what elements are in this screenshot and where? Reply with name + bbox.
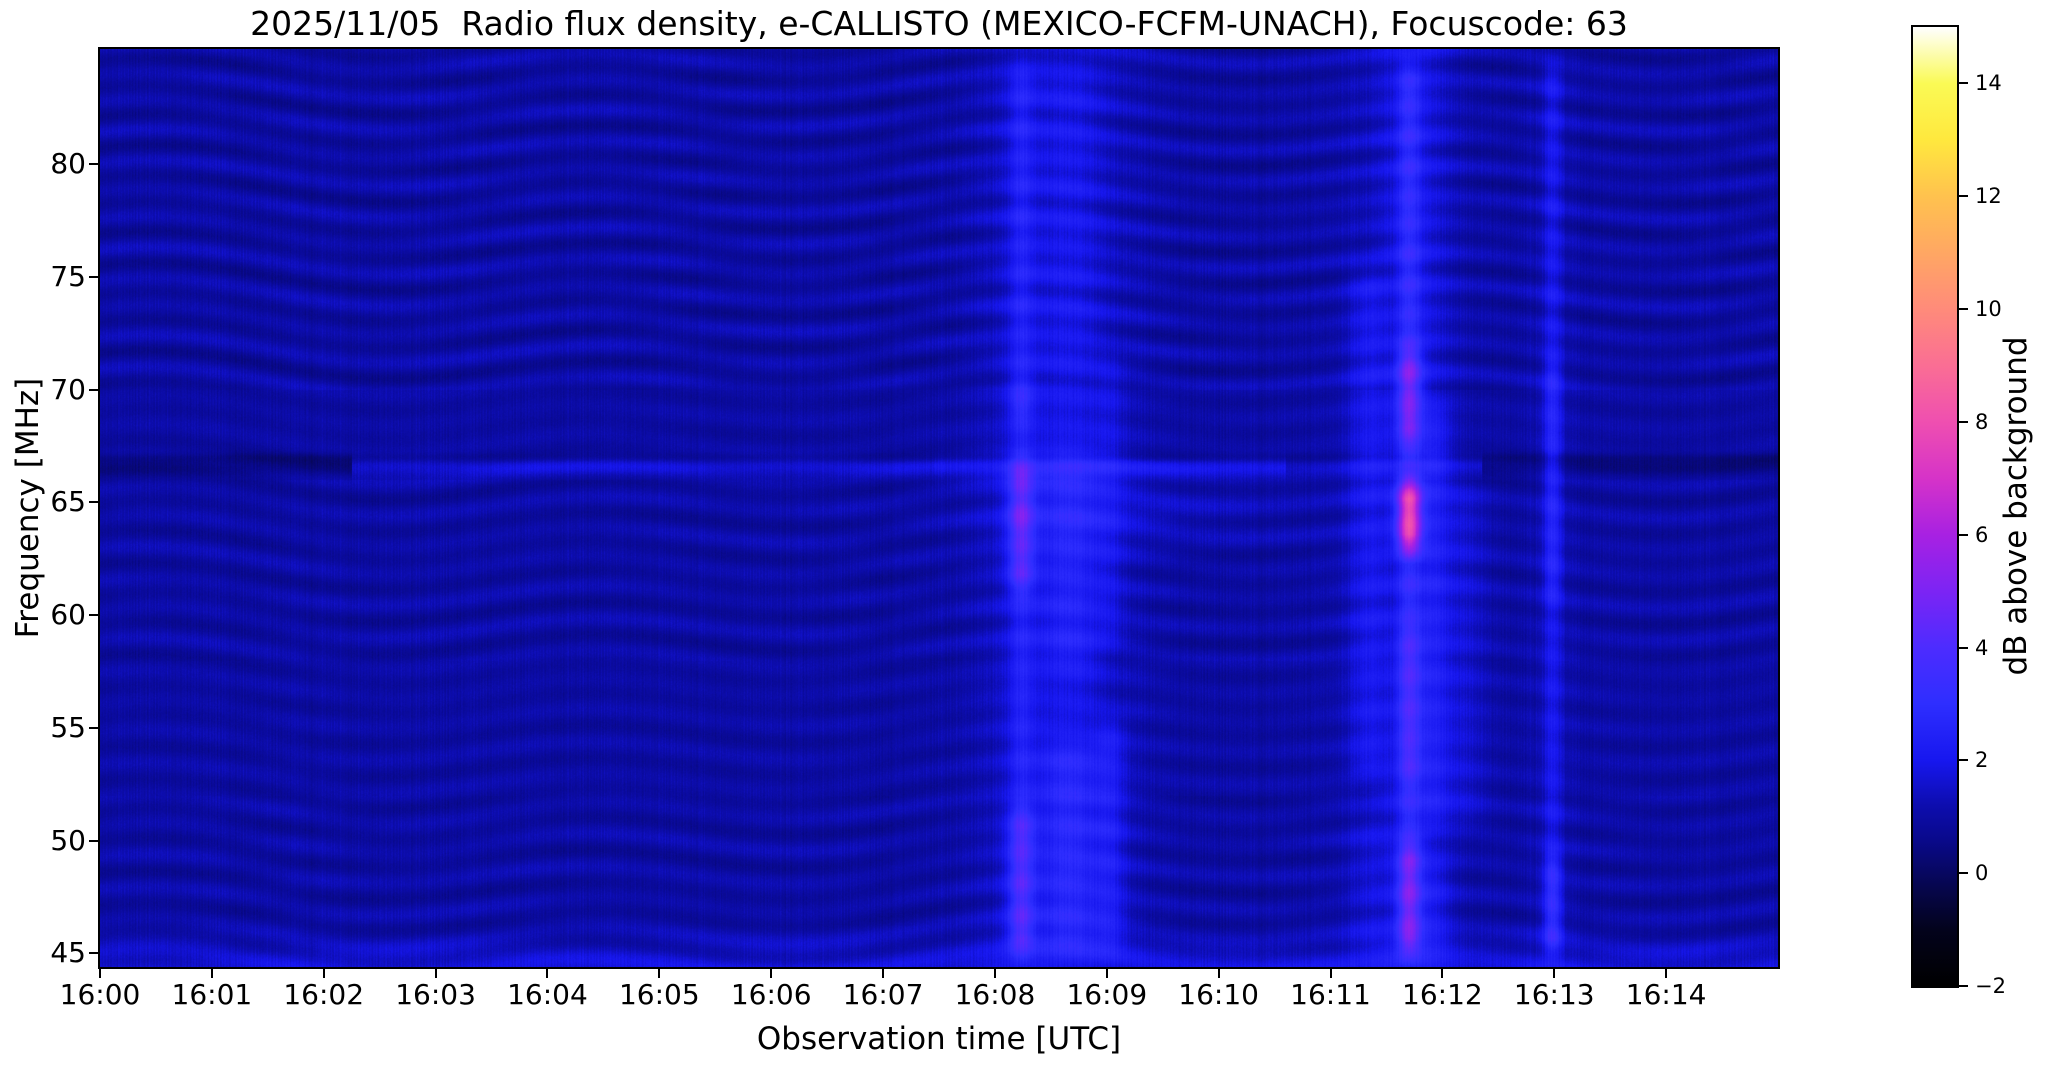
colorbar-tick-mark: [1959, 985, 1968, 987]
x-tick-label: 16:14: [1625, 978, 1707, 1011]
y-tick-label: 65: [50, 485, 86, 519]
x-tick-mark: [1441, 967, 1444, 978]
x-tick-mark: [1665, 967, 1668, 978]
x-tick-label: 16:08: [954, 978, 1036, 1011]
x-tick-label: 16:02: [283, 978, 365, 1011]
x-tick-label: 16:09: [1066, 978, 1148, 1011]
x-tick-label: 16:05: [618, 978, 700, 1011]
y-tick-label: 80: [50, 147, 86, 181]
colorbar-tick-label: −2: [1975, 974, 2006, 998]
x-tick-mark: [1105, 967, 1108, 978]
colorbar-tick-mark: [1959, 533, 1968, 536]
plot-frame: [98, 47, 1780, 969]
x-tick-mark: [658, 967, 661, 978]
y-tick-mark: [89, 952, 100, 955]
y-tick-mark: [89, 614, 100, 617]
y-tick-mark: [89, 839, 100, 842]
colorbar-tick-mark: [1959, 872, 1968, 875]
x-tick-label: 16:01: [171, 978, 253, 1011]
y-tick-mark: [89, 163, 100, 166]
x-tick-mark: [210, 967, 213, 978]
x-tick-mark: [434, 967, 437, 978]
x-tick-mark: [322, 967, 325, 978]
colorbar-tick-label: 8: [1975, 409, 1989, 434]
x-tick-label: 16:12: [1402, 978, 1483, 1011]
x-tick-mark: [1553, 967, 1556, 978]
x-tick-label: 16:06: [730, 978, 812, 1011]
x-tick-mark: [546, 967, 549, 978]
colorbar-label: dB above background: [1998, 336, 2034, 676]
colorbar-tick-mark: [1959, 82, 1968, 85]
colorbar-tick-label: 0: [1975, 861, 1989, 886]
x-axis-label: Observation time [UTC]: [756, 1021, 1122, 1057]
colorbar-tick-label: 2: [1975, 748, 1989, 773]
y-tick-label: 45: [50, 936, 86, 970]
y-axis-label: Frequency [MHz]: [10, 377, 46, 639]
y-tick-label: 70: [50, 372, 86, 406]
x-tick-label: 16:10: [1178, 978, 1259, 1011]
colorbar-tick-label: 14: [1975, 71, 2002, 96]
x-tick-label: 16:11: [1290, 978, 1371, 1011]
x-tick-mark: [1217, 967, 1220, 978]
x-tick-mark: [770, 967, 773, 978]
x-tick-label: 16:07: [842, 978, 924, 1011]
y-tick-label: 50: [50, 823, 86, 857]
colorbar-tick-mark: [1959, 195, 1968, 198]
x-tick-label: 16:03: [395, 978, 476, 1011]
colorbar-tick-label: 10: [1975, 297, 2002, 322]
x-tick-mark: [993, 967, 996, 978]
x-tick-mark: [1329, 967, 1332, 978]
colorbar: [1911, 25, 1959, 988]
y-tick-mark: [89, 388, 100, 391]
colorbar-tick-label: 6: [1975, 522, 1989, 547]
colorbar-tick-mark: [1959, 646, 1968, 649]
colorbar-gradient: [1913, 27, 1957, 986]
y-tick-label: 60: [50, 598, 86, 632]
y-tick-mark: [89, 501, 100, 504]
x-tick-mark: [882, 967, 885, 978]
y-tick-label: 55: [50, 710, 86, 744]
colorbar-tick-label: 4: [1975, 635, 1989, 660]
y-tick-mark: [89, 275, 100, 278]
x-tick-label: 16:04: [507, 978, 588, 1011]
colorbar-tick-mark: [1959, 420, 1968, 423]
x-tick-label: 16:00: [59, 978, 141, 1011]
x-tick-label: 16:13: [1513, 978, 1595, 1011]
colorbar-tick-mark: [1959, 308, 1968, 311]
y-tick-mark: [89, 726, 100, 729]
colorbar-tick-mark: [1959, 759, 1968, 762]
chart-title: 2025/11/05 Radio flux density, e-CALLIST…: [250, 4, 1628, 43]
colorbar-tick-label: 12: [1975, 184, 2002, 209]
x-tick-mark: [99, 967, 101, 978]
spectrogram-heatmap: [100, 49, 1778, 967]
y-tick-label: 75: [50, 259, 86, 293]
